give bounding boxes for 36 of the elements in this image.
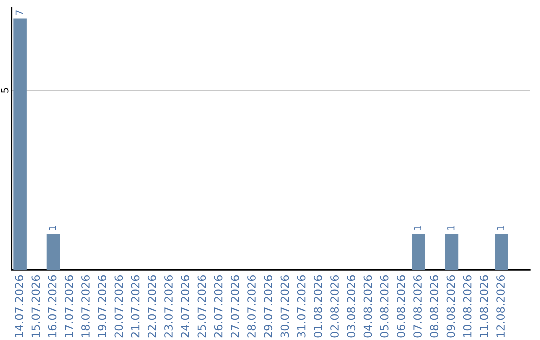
x-tick-label: 12.08.2026: [496, 276, 505, 338]
x-tick-label: 11.08.2026: [480, 276, 488, 338]
y-tick-label: 5: [2, 88, 9, 93]
x-tick-label: 25.07.2026: [198, 276, 206, 338]
data-label: 1: [414, 226, 422, 230]
x-tick-label: 20.07.2026: [114, 276, 124, 338]
x-tick-label: 31.07.2026: [297, 276, 306, 338]
x-tick-label: 08.08.2026: [430, 276, 439, 338]
x-tick-label: 27.07.2026: [230, 276, 240, 338]
x-tick-label: 06.08.2026: [396, 276, 406, 338]
x-tick-label: 15.07.2026: [32, 276, 40, 338]
x-tick-label: 26.07.2026: [214, 276, 223, 338]
x-tick-label: 10.08.2026: [463, 276, 472, 338]
x-tick-label: 02.08.2026: [330, 276, 339, 338]
data-label: 1: [497, 226, 504, 230]
data-label: 7: [16, 10, 23, 16]
x-tick-label: 18.07.2026: [82, 276, 90, 338]
x-tick-label: 19.07.2026: [98, 276, 107, 338]
x-tick-label: 07.08.2026: [414, 276, 422, 338]
x-tick-label: 09.08.2026: [446, 276, 456, 338]
x-tick-label: 05.08.2026: [380, 276, 389, 338]
x-tick-label: 04.08.2026: [364, 276, 372, 338]
x-tick-label: 17.07.2026: [64, 276, 74, 338]
x-tick-label: 23.07.2026: [164, 276, 173, 338]
x-tick-label: 29.07.2026: [264, 276, 273, 338]
x-tick-label: 16.07.2026: [48, 276, 57, 338]
x-tick-label: 24.07.2026: [181, 276, 190, 338]
x-tick-label: 03.08.2026: [347, 276, 356, 338]
x-tick-label: 14.07.2026: [15, 276, 24, 338]
x-tick-label: 28.07.2026: [248, 276, 256, 338]
data-label: 1: [49, 226, 56, 230]
data-label: 1: [448, 226, 455, 230]
x-tick-label: 22.07.2026: [148, 276, 156, 338]
x-tick-label: 30.07.2026: [280, 276, 290, 338]
x-tick-label: 01.08.2026: [314, 276, 322, 338]
x-tick-label: 21.07.2026: [131, 276, 140, 338]
